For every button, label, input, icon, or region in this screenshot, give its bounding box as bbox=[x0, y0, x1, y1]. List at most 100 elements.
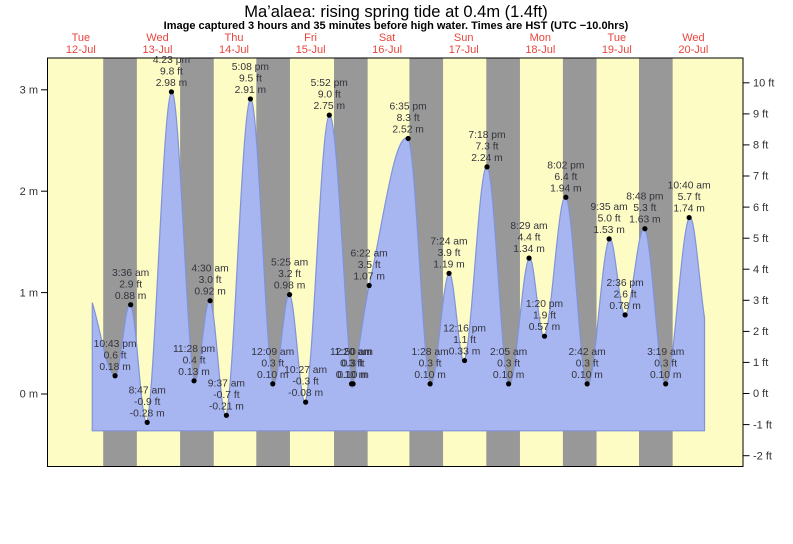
svg-text:0.10 m: 0.10 m bbox=[414, 370, 445, 381]
svg-text:5.7 ft: 5.7 ft bbox=[678, 192, 701, 203]
svg-text:4.4 ft: 4.4 ft bbox=[518, 233, 541, 244]
svg-text:0.13 m: 0.13 m bbox=[178, 367, 209, 378]
svg-text:10:43 pm: 10:43 pm bbox=[94, 339, 137, 350]
svg-text:0.3 ft: 0.3 ft bbox=[497, 358, 520, 369]
svg-text:5:25 am: 5:25 am bbox=[271, 258, 308, 269]
svg-text:0.78 m: 0.78 m bbox=[609, 301, 640, 312]
svg-text:6.4 ft: 6.4 ft bbox=[554, 172, 577, 183]
svg-text:Fri: Fri bbox=[304, 32, 317, 44]
svg-text:16-Jul: 16-Jul bbox=[372, 44, 402, 56]
svg-text:-0.7 ft: -0.7 ft bbox=[213, 390, 239, 401]
svg-text:0.88 m: 0.88 m bbox=[115, 291, 146, 302]
svg-text:7.3 ft: 7.3 ft bbox=[476, 141, 499, 152]
svg-text:9:37 am: 9:37 am bbox=[208, 378, 245, 389]
svg-text:6 ft: 6 ft bbox=[753, 202, 768, 214]
svg-text:1:20 pm: 1:20 pm bbox=[526, 299, 563, 310]
svg-text:0.10 m: 0.10 m bbox=[571, 370, 602, 381]
svg-text:3.0 ft: 3.0 ft bbox=[199, 275, 222, 286]
svg-text:1.9 ft: 1.9 ft bbox=[533, 311, 556, 322]
svg-text:Image captured 3 hours and 35: Image captured 3 hours and 35 minutes be… bbox=[164, 20, 629, 32]
svg-text:2.24 m: 2.24 m bbox=[471, 153, 502, 164]
svg-text:1:20 am: 1:20 am bbox=[335, 347, 372, 358]
svg-text:2.98 m: 2.98 m bbox=[156, 78, 187, 89]
svg-text:8:29 am: 8:29 am bbox=[510, 221, 547, 232]
svg-text:0.92 m: 0.92 m bbox=[194, 287, 225, 298]
svg-text:3.5 ft: 3.5 ft bbox=[358, 260, 381, 271]
svg-text:Ma’alaea: rising spring tide: Ma’alaea: rising spring tide at 0.4m (1.… bbox=[244, 3, 548, 21]
svg-text:0.18 m: 0.18 m bbox=[99, 362, 130, 373]
svg-text:8:47 am: 8:47 am bbox=[129, 385, 166, 396]
svg-text:14-Jul: 14-Jul bbox=[219, 44, 249, 56]
svg-text:0.33 m: 0.33 m bbox=[449, 347, 480, 358]
svg-text:18-Jul: 18-Jul bbox=[525, 44, 555, 56]
svg-text:1.19 m: 1.19 m bbox=[433, 259, 464, 270]
svg-text:6:22 am: 6:22 am bbox=[351, 249, 388, 260]
svg-text:0.3 ft: 0.3 ft bbox=[261, 358, 284, 369]
svg-text:7:24 am: 7:24 am bbox=[430, 236, 467, 247]
svg-text:0.4 ft: 0.4 ft bbox=[183, 355, 206, 366]
svg-text:Thu: Thu bbox=[225, 32, 244, 44]
svg-text:5.0 ft: 5.0 ft bbox=[598, 213, 621, 224]
svg-text:Sun: Sun bbox=[454, 32, 474, 44]
svg-text:10:40 am: 10:40 am bbox=[668, 181, 711, 192]
svg-text:8:02 pm: 8:02 pm bbox=[547, 160, 584, 171]
svg-text:1.1 ft: 1.1 ft bbox=[453, 335, 476, 346]
svg-text:1.34 m: 1.34 m bbox=[513, 244, 544, 255]
svg-text:5:08 pm: 5:08 pm bbox=[232, 62, 269, 73]
svg-text:7:18 pm: 7:18 pm bbox=[468, 130, 505, 141]
svg-text:-2 ft: -2 ft bbox=[753, 450, 772, 462]
svg-text:9.0 ft: 9.0 ft bbox=[318, 90, 341, 101]
svg-text:9 ft: 9 ft bbox=[753, 109, 768, 121]
svg-text:Tue: Tue bbox=[608, 32, 627, 44]
svg-text:0.3 ft: 0.3 ft bbox=[654, 358, 677, 369]
svg-text:3.9 ft: 3.9 ft bbox=[438, 248, 461, 259]
svg-text:5:52 pm: 5:52 pm bbox=[311, 78, 348, 89]
svg-text:Wed: Wed bbox=[146, 32, 168, 44]
svg-text:4:30 am: 4:30 am bbox=[191, 264, 228, 275]
svg-text:7 ft: 7 ft bbox=[753, 171, 768, 183]
svg-text:0.3 ft: 0.3 ft bbox=[342, 358, 365, 369]
svg-text:2.9 ft: 2.9 ft bbox=[119, 279, 142, 290]
svg-text:12-Jul: 12-Jul bbox=[66, 44, 96, 56]
svg-text:2 ft: 2 ft bbox=[753, 326, 768, 338]
svg-text:-1 ft: -1 ft bbox=[753, 419, 772, 431]
svg-text:15-Jul: 15-Jul bbox=[296, 44, 326, 56]
svg-text:2.6 ft: 2.6 ft bbox=[614, 289, 637, 300]
svg-text:0.57 m: 0.57 m bbox=[529, 322, 560, 333]
svg-text:1.07 m: 1.07 m bbox=[353, 272, 384, 283]
svg-text:5 ft: 5 ft bbox=[753, 233, 768, 245]
svg-text:1:28 am: 1:28 am bbox=[411, 347, 448, 358]
svg-text:0.3 ft: 0.3 ft bbox=[576, 358, 599, 369]
svg-text:8.3 ft: 8.3 ft bbox=[397, 113, 420, 124]
svg-text:-0.9 ft: -0.9 ft bbox=[134, 397, 160, 408]
svg-text:3 ft: 3 ft bbox=[753, 295, 768, 307]
svg-text:17-Jul: 17-Jul bbox=[449, 44, 479, 56]
svg-text:-0.3 ft: -0.3 ft bbox=[292, 377, 318, 388]
svg-text:Sat: Sat bbox=[379, 32, 396, 44]
svg-text:Mon: Mon bbox=[530, 32, 551, 44]
svg-text:1.53 m: 1.53 m bbox=[593, 225, 624, 236]
svg-text:4 ft: 4 ft bbox=[753, 264, 768, 276]
svg-text:12:09 am: 12:09 am bbox=[251, 347, 294, 358]
svg-text:8 ft: 8 ft bbox=[753, 140, 768, 152]
svg-text:0.10 m: 0.10 m bbox=[650, 370, 681, 381]
svg-text:-0.28 m: -0.28 m bbox=[130, 408, 165, 419]
svg-text:2:36 pm: 2:36 pm bbox=[607, 278, 644, 289]
svg-text:1 ft: 1 ft bbox=[753, 357, 768, 369]
svg-text:3:36 am: 3:36 am bbox=[112, 268, 149, 279]
svg-text:12:16 pm: 12:16 pm bbox=[443, 324, 486, 335]
svg-text:6:35 pm: 6:35 pm bbox=[390, 101, 427, 112]
svg-text:0 ft: 0 ft bbox=[753, 388, 768, 400]
svg-text:8:48 pm: 8:48 pm bbox=[626, 192, 663, 203]
svg-text:1.63 m: 1.63 m bbox=[629, 215, 660, 226]
svg-text:0.3 ft: 0.3 ft bbox=[419, 358, 442, 369]
svg-text:Tue: Tue bbox=[72, 32, 91, 44]
svg-text:-0.21 m: -0.21 m bbox=[209, 401, 244, 412]
svg-text:9.5 ft: 9.5 ft bbox=[239, 73, 262, 84]
svg-text:20-Jul: 20-Jul bbox=[678, 44, 708, 56]
svg-text:4:23 pm: 4:23 pm bbox=[153, 55, 190, 66]
svg-text:2:42 am: 2:42 am bbox=[569, 347, 606, 358]
svg-text:2 m: 2 m bbox=[20, 186, 38, 198]
svg-text:0.98 m: 0.98 m bbox=[274, 281, 305, 292]
svg-text:2.52 m: 2.52 m bbox=[392, 124, 423, 135]
